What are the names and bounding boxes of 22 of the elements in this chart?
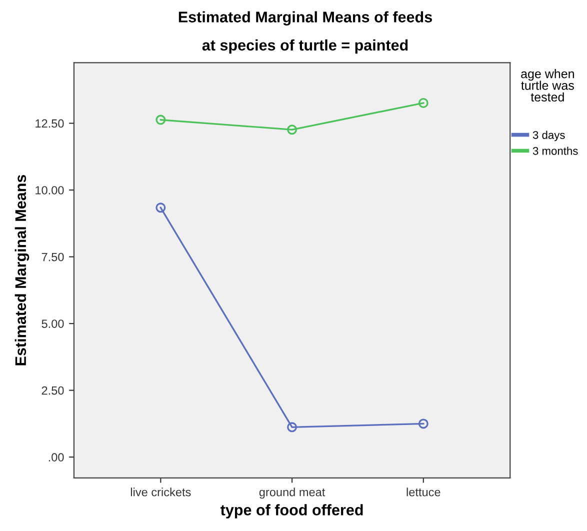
x-tick-label: lettuce	[406, 488, 440, 496]
point	[287, 422, 298, 432]
legend-label: 3 months	[532, 146, 578, 155]
y-tick-label: 7.50	[42, 252, 64, 262]
point	[418, 98, 428, 108]
x-tick-label: live crickets	[130, 488, 191, 496]
y-tick-label: 2.50	[42, 386, 64, 395]
point	[156, 114, 166, 125]
legend-title: age when turtle was tested	[521, 69, 574, 102]
chart-subtitle: at species of turtle = painted	[202, 39, 408, 54]
x-tick-label: ground meat	[259, 488, 326, 499]
y-axis-title: Estimated Marginal Means	[14, 174, 30, 366]
point	[418, 418, 428, 429]
x-axis-title: type of food offered	[220, 504, 363, 518]
y-tick-label: 12.50	[36, 119, 64, 128]
y-tick-label: 5.00	[42, 320, 64, 328]
y-tick-label: .00	[48, 453, 64, 462]
legend-label: 3 days	[532, 130, 565, 142]
chart-title: Estimated Marginal Means of feeds	[178, 11, 432, 26]
point	[156, 202, 166, 213]
y-tick-label: 10.00	[36, 186, 64, 194]
point	[287, 124, 298, 135]
